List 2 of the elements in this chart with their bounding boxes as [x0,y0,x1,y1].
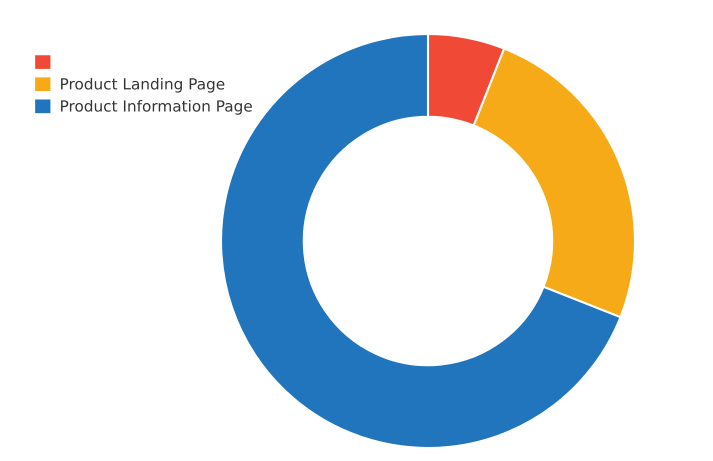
legend-label: Product Information Page [61,100,252,115]
legend-label: Product Landing Page [61,78,224,93]
